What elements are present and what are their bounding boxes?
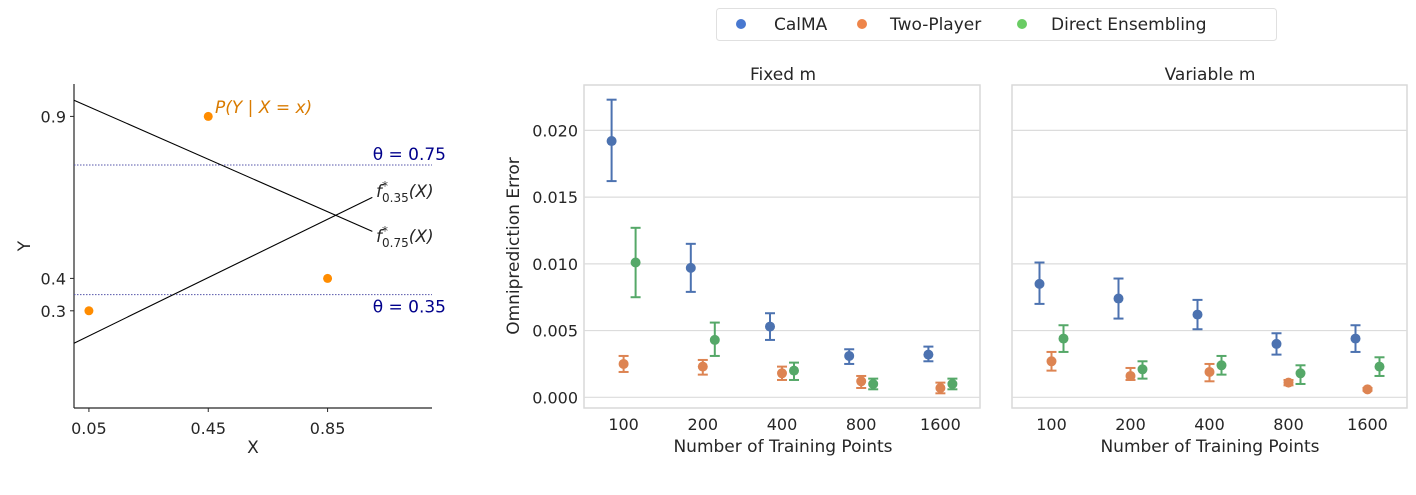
point-direct-ensembling [1216, 360, 1227, 371]
x-tick-label: 0.05 [71, 419, 107, 438]
point-direct-ensembling [1058, 333, 1069, 344]
line-label-f075: f* 0.75(X) [376, 224, 434, 250]
point-two-player [935, 382, 946, 393]
point-two-player [1046, 356, 1057, 367]
point-direct-ensembling [630, 257, 641, 268]
x-axis-label: Number of Training Points [1100, 437, 1319, 457]
x-tick-label: 100 [1036, 415, 1067, 434]
point-calma [1271, 338, 1282, 349]
legend-label-direct-ensembling: Direct Ensembling [1051, 15, 1207, 35]
point-two-player [777, 368, 787, 379]
x-tick-label: 100 [608, 415, 639, 434]
point-calma [1034, 278, 1045, 289]
probability-point [84, 306, 94, 316]
point-calma [685, 262, 696, 273]
legend-label-calma: CalMA [774, 15, 828, 35]
y-axis-label: Y [15, 240, 35, 252]
x-tick-label: 0.85 [310, 419, 346, 438]
point-two-player [618, 358, 629, 369]
quantile-line [73, 196, 373, 344]
y-tick-label: 0.4 [41, 269, 66, 288]
point-calma [1350, 333, 1361, 344]
panel-variable-m: Variable m Number of Training Points 100… [1011, 65, 1408, 457]
plot-area [583, 84, 981, 409]
left-plot: X Y 0.05 0.45 0.85 0.3 0.4 0.9 θ = 0.75 … [15, 84, 446, 458]
x-tick-label: 400 [767, 415, 798, 434]
x-tick-label: 200 [688, 415, 719, 434]
point-direct-ensembling [1137, 364, 1148, 375]
point-direct-ensembling [789, 365, 799, 376]
point-direct-ensembling [868, 378, 879, 389]
point-calma [1192, 309, 1203, 320]
point-two-player [1362, 384, 1373, 395]
y-tick-label: 0.9 [41, 107, 66, 126]
x-tick-label: 800 [1273, 415, 1304, 434]
x-tick-label: 1600 [1347, 415, 1388, 434]
legend-marker-direct-ensembling [1017, 19, 1027, 29]
quantile-line [73, 99, 373, 232]
panel-title: Fixed m [750, 65, 816, 85]
legend-marker-two-player [857, 19, 867, 29]
point-two-player [697, 361, 708, 372]
y-tick-label: 0.020 [532, 121, 578, 140]
y-tick-label: 0.000 [532, 388, 578, 407]
probability-label: P(Y | X = x) [215, 98, 312, 118]
point-calma [765, 321, 775, 332]
x-tick-label: 200 [1115, 415, 1146, 434]
x-tick-label: 400 [1194, 415, 1225, 434]
y-tick-label: 0.015 [532, 188, 578, 207]
point-two-player [856, 376, 867, 387]
y-tick-label: 0.3 [41, 302, 66, 321]
point-calma [923, 349, 934, 360]
y-axis-label: Omniprediction Error [504, 157, 524, 335]
point-calma [844, 350, 855, 361]
probability-point [203, 111, 213, 121]
point-direct-ensembling [1374, 361, 1385, 372]
legend-marker-calma [736, 19, 746, 29]
line-label-f035: f* 0.35(X) [376, 179, 434, 205]
y-tick-label: 0.005 [532, 322, 578, 341]
legend-label-two-player: Two-Player [889, 15, 981, 35]
y-tick-label: 0.010 [532, 255, 578, 274]
point-direct-ensembling [1295, 368, 1306, 379]
x-tick-label: 0.45 [190, 419, 226, 438]
point-two-player [1283, 377, 1294, 388]
threshold-label: θ = 0.75 [373, 145, 446, 165]
x-tick-label: 1600 [920, 415, 961, 434]
x-axis-label: X [247, 438, 259, 458]
point-calma [606, 136, 617, 147]
x-axis-label: Number of Training Points [673, 437, 892, 457]
probability-point [323, 273, 333, 283]
point-two-player [1204, 366, 1215, 377]
threshold-label: θ = 0.35 [373, 298, 446, 318]
legend: CalMA Two-Player Direct Ensembling [716, 8, 1277, 41]
point-two-player [1125, 370, 1136, 381]
point-calma [1113, 293, 1124, 304]
panel-fixed-m: Fixed m Number of Training Points Omnipr… [504, 65, 981, 457]
point-direct-ensembling [709, 334, 720, 345]
point-direct-ensembling [947, 378, 958, 389]
x-tick-label: 800 [846, 415, 877, 434]
panel-title: Variable m [1165, 65, 1256, 85]
plot-area [1011, 84, 1408, 409]
